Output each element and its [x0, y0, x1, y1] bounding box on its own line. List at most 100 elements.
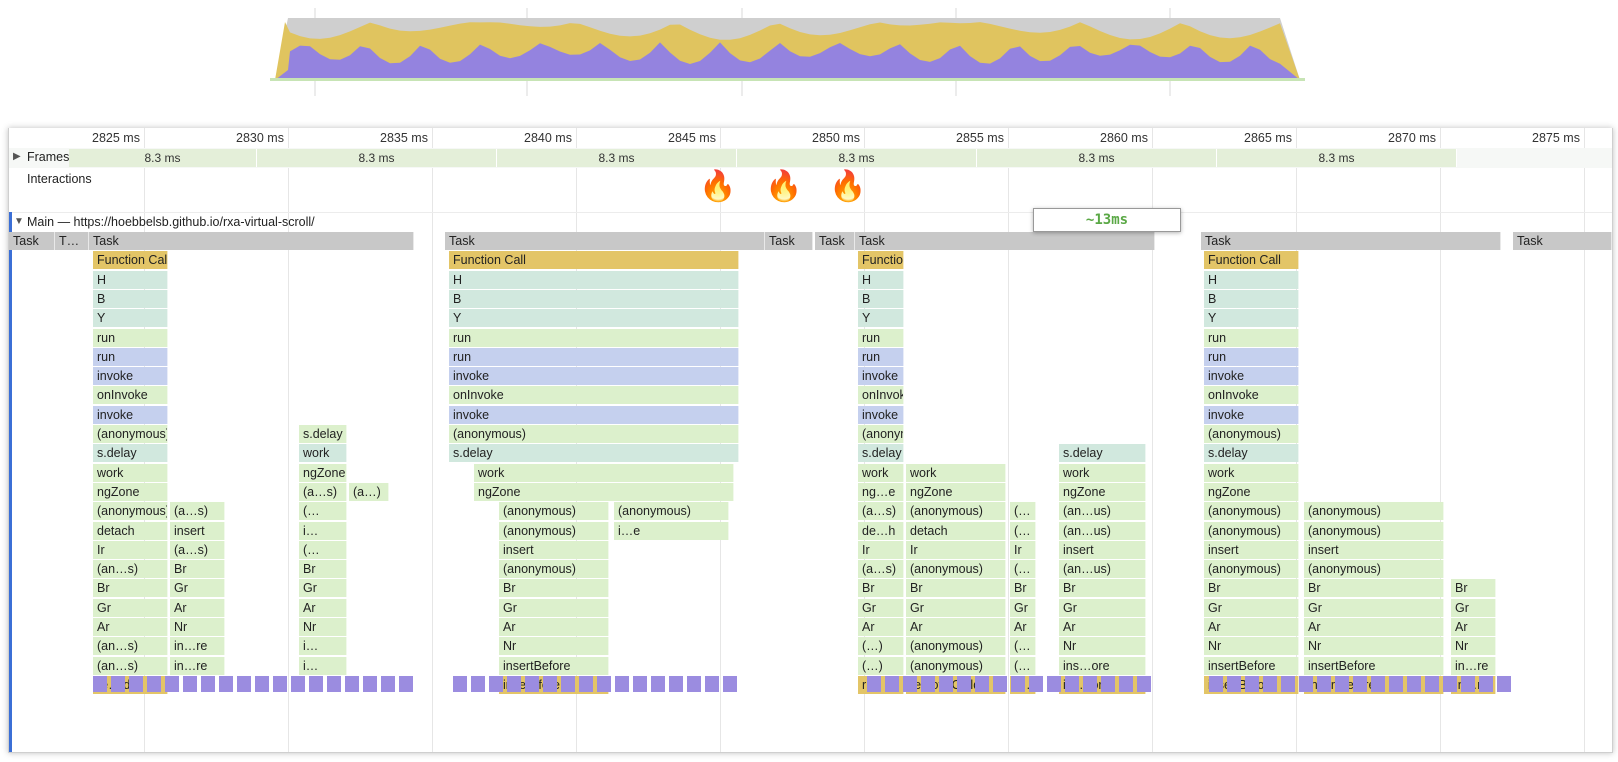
flame-entry[interactable]: Ar	[858, 618, 904, 636]
frames-track[interactable]: ▶ Frames 8.3 ms 8.3 ms 8.3 ms 8.3 ms 8.3 ms 8…	[9, 148, 1612, 168]
flame-entry[interactable]: work	[858, 463, 904, 482]
render-block[interactable]	[147, 675, 161, 692]
flame-entry[interactable]: Br	[1451, 579, 1496, 598]
render-block[interactable]	[561, 675, 575, 692]
frame-box[interactable]: 8.3 ms	[497, 149, 737, 167]
main-collapse-icon[interactable]: ▼	[14, 216, 24, 227]
flame-entry[interactable]: Nr	[299, 618, 347, 636]
flame-entry[interactable]: Br	[93, 579, 168, 598]
render-block[interactable]	[1119, 675, 1133, 692]
render-block[interactable]	[687, 675, 701, 692]
render-block[interactable]	[1335, 675, 1349, 692]
flame-entry[interactable]: ngZone	[474, 482, 734, 501]
flame-entry[interactable]: (a…s)	[299, 482, 347, 501]
render-block[interactable]	[399, 675, 413, 692]
flame-entry[interactable]: onInvoke	[1204, 386, 1299, 405]
render-block[interactable]	[957, 675, 971, 692]
flame-entry[interactable]: ins…ore	[1059, 656, 1146, 675]
render-block[interactable]	[219, 675, 233, 692]
flame-entry[interactable]: (anonymous)	[1204, 502, 1299, 521]
flame-entry[interactable]: Ar	[93, 618, 168, 636]
render-block[interactable]	[273, 675, 287, 692]
flame-entry[interactable]: (anonymous)	[906, 502, 1006, 521]
flame-entry[interactable]: s.delay	[1059, 444, 1146, 463]
flame-entry[interactable]: B	[93, 289, 168, 308]
flame-entry[interactable]: (anonymous)	[1204, 425, 1299, 443]
render-block[interactable]	[1461, 675, 1475, 692]
task-entry[interactable]: T…	[55, 232, 89, 250]
flame-entry[interactable]: (anonymous)	[614, 502, 729, 521]
frame-box[interactable]: 8.3 ms	[977, 149, 1217, 167]
render-block[interactable]	[165, 675, 179, 692]
flame-entry[interactable]: Br	[906, 579, 1006, 598]
flame-entry[interactable]: (…)	[858, 656, 904, 675]
flame-entry[interactable]: invoke	[1204, 405, 1299, 424]
flame-entry[interactable]: in…re	[170, 637, 225, 656]
flame-entry[interactable]: Ar	[170, 598, 225, 617]
flame-entry[interactable]: Ir	[93, 540, 168, 559]
flame-entry[interactable]: Ir	[906, 540, 1006, 559]
flame-entry[interactable]: (…	[1010, 560, 1036, 579]
flame-entry[interactable]: i…	[299, 656, 347, 675]
flame-entry[interactable]: Br	[1204, 579, 1299, 598]
flame-entry[interactable]: insertBefore	[1204, 656, 1299, 675]
render-block[interactable]	[363, 675, 377, 692]
render-block[interactable]	[1209, 675, 1223, 692]
render-block[interactable]	[993, 675, 1007, 692]
render-block[interactable]	[255, 675, 269, 692]
render-block[interactable]	[471, 675, 485, 692]
flame-entry[interactable]: (…	[1010, 521, 1036, 540]
flame-entry[interactable]: (anonymous)	[858, 425, 904, 443]
flame-entry[interactable]: (anonymous)	[1204, 560, 1299, 579]
interaction-fire-icon[interactable]: 🔥	[699, 170, 737, 203]
render-block[interactable]	[1029, 675, 1043, 692]
flame-entry[interactable]: ngZone	[93, 482, 168, 501]
flame-entry[interactable]: work	[906, 463, 1006, 482]
render-block[interactable]	[1299, 675, 1313, 692]
flame-entry[interactable]: insert	[1304, 540, 1444, 559]
render-block[interactable]	[1227, 675, 1241, 692]
flame-entry[interactable]: Gr	[1451, 598, 1496, 617]
flame-entry[interactable]: (anonymous)	[93, 425, 168, 443]
flame-entry[interactable]: (an…us)	[1059, 521, 1146, 540]
render-block[interactable]	[129, 675, 143, 692]
flame-entry[interactable]: (…	[1010, 502, 1036, 521]
task-entry[interactable]: Task	[855, 232, 1155, 250]
flame-entry[interactable]: s.delay	[1204, 444, 1299, 463]
render-block[interactable]	[327, 675, 341, 692]
flame-entry[interactable]: ngZone	[1059, 482, 1146, 501]
flame-entry[interactable]: Br	[1059, 579, 1146, 598]
frame-box[interactable]: 8.3 ms	[1217, 149, 1457, 167]
flame-entry[interactable]: i…	[299, 637, 347, 656]
render-block[interactable]	[1353, 675, 1367, 692]
flame-entry[interactable]: Y	[1204, 309, 1299, 328]
render-block[interactable]	[1281, 675, 1295, 692]
flame-entry[interactable]: Nr	[499, 637, 609, 656]
flame-entry[interactable]: Y	[858, 309, 904, 328]
flame-entry[interactable]: insert	[170, 521, 225, 540]
render-block[interactable]	[1047, 675, 1061, 692]
render-block[interactable]	[1497, 675, 1511, 692]
render-block[interactable]	[1263, 675, 1277, 692]
flame-entry[interactable]: insert	[1204, 540, 1299, 559]
flame-entry[interactable]: (a…s)	[858, 560, 904, 579]
render-block[interactable]	[183, 675, 197, 692]
flame-entry[interactable]: ngZone	[299, 463, 347, 482]
flame-entry[interactable]: (a…s)	[170, 502, 225, 521]
flame-entry[interactable]: Function Call	[1204, 251, 1299, 270]
task-entry[interactable]: Task	[815, 232, 855, 250]
render-block[interactable]	[1425, 675, 1439, 692]
render-block[interactable]	[525, 675, 539, 692]
render-block[interactable]	[291, 675, 305, 692]
render-block[interactable]	[111, 675, 125, 692]
flame-entry[interactable]: s.delay	[299, 425, 347, 443]
flame-entry[interactable]: s.delay	[93, 444, 168, 463]
render-block[interactable]	[1065, 675, 1079, 692]
flame-entry[interactable]: work	[474, 463, 734, 482]
flame-entry[interactable]: Br	[499, 579, 609, 598]
interaction-fire-icon[interactable]: 🔥	[829, 170, 867, 203]
flame-entry[interactable]: run	[1204, 347, 1299, 366]
flame-entry[interactable]: B	[449, 289, 739, 308]
flame-entry[interactable]: Nr	[1059, 637, 1146, 656]
render-block[interactable]	[1371, 675, 1385, 692]
